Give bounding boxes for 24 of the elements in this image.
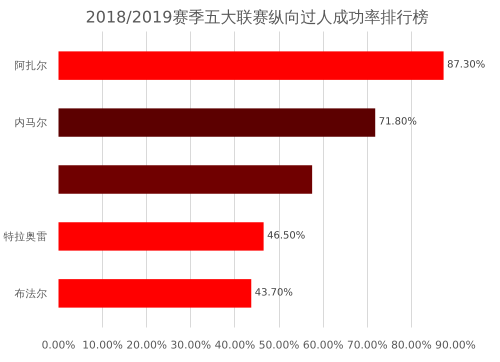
data-label: 43.70% [254,287,293,298]
x-tick-label: 70.00% [346,338,388,352]
chart-title: 2018/2019赛季五大联赛纵向过人成功率排行榜 [86,8,428,26]
x-tick-label: 0.00% [42,338,76,352]
x-tick-label: 90.00% [435,338,476,352]
y-tick-label: 内马尔 [14,116,48,130]
bar [58,279,252,308]
x-tick-label: 50.00% [258,338,300,352]
x-tick-label: 30.00% [170,338,212,352]
x-tick-label: 60.00% [302,338,344,352]
x-tick-label: 10.00% [82,338,123,352]
data-label: 71.80% [378,116,417,128]
data-label: 87.30% [447,60,486,71]
bar [58,51,444,80]
x-tick-label: 80.00% [391,338,432,352]
y-tick-label: 阿扎尔 [14,59,48,72]
y-tick-label: 布法尔 [14,286,48,300]
x-tick-label: 40.00% [214,338,256,352]
bar [58,165,312,194]
bar [58,108,376,137]
bar [58,222,264,251]
x-tick-label: 20.00% [126,338,168,352]
data-label: 46.50% [267,230,306,242]
y-tick-label: 特拉奥雷 [4,230,48,243]
